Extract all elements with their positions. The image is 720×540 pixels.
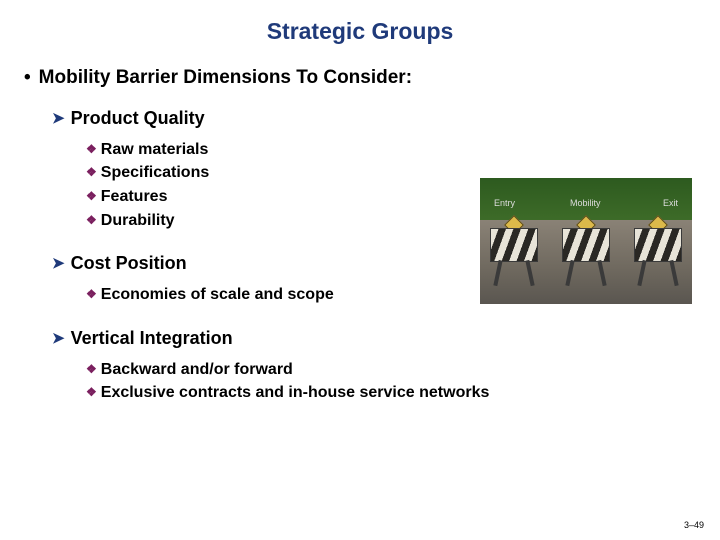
diamond-icon: ❖ xyxy=(86,210,97,230)
barrier-icon xyxy=(634,228,682,286)
diamond-icon: ❖ xyxy=(86,284,97,304)
section-heading: ➤ Vertical Integration xyxy=(52,328,696,349)
photo-label: Mobility xyxy=(570,198,601,208)
section-heading-text: Product Quality xyxy=(71,108,205,129)
section-heading-text: Cost Position xyxy=(71,253,187,274)
diamond-icon: ❖ xyxy=(86,382,97,402)
barrier-icon xyxy=(562,228,610,286)
list-item: ❖ Exclusive contracts and in-house servi… xyxy=(86,382,696,404)
photo-label: Exit xyxy=(663,198,678,208)
list-item-text: Exclusive contracts and in-house service… xyxy=(101,382,490,404)
list-item-text: Raw materials xyxy=(101,139,209,161)
list-item-text: Backward and/or forward xyxy=(101,359,293,381)
list-item: ❖ Raw materials xyxy=(86,139,696,161)
section-heading: ➤ Product Quality xyxy=(52,108,696,129)
diamond-icon: ❖ xyxy=(86,186,97,206)
photo-label: Entry xyxy=(494,198,515,208)
page-number: 3–49 xyxy=(684,520,704,530)
list-item-text: Durability xyxy=(101,210,175,232)
chevron-icon: ➤ xyxy=(52,108,65,129)
chevron-icon: ➤ xyxy=(52,253,65,274)
chevron-icon: ➤ xyxy=(52,328,65,349)
diamond-icon: ❖ xyxy=(86,139,97,159)
section-heading-text: Vertical Integration xyxy=(71,328,233,349)
list-item-text: Features xyxy=(101,186,168,208)
list-item-text: Specifications xyxy=(101,162,209,184)
diamond-icon: ❖ xyxy=(86,162,97,182)
main-bullet-text: Mobility Barrier Dimensions To Consider: xyxy=(39,67,412,89)
slide: Strategic Groups • Mobility Barrier Dime… xyxy=(0,0,720,540)
slide-title: Strategic Groups xyxy=(24,18,696,45)
list-item: ❖ Backward and/or forward xyxy=(86,359,696,381)
diamond-icon: ❖ xyxy=(86,359,97,379)
barrier-icon xyxy=(490,228,538,286)
barrier-photo: Entry Mobility Exit xyxy=(480,178,692,304)
bullet-dot-icon: • xyxy=(24,67,31,90)
main-bullet: • Mobility Barrier Dimensions To Conside… xyxy=(24,67,696,90)
list-item-text: Economies of scale and scope xyxy=(101,284,334,306)
